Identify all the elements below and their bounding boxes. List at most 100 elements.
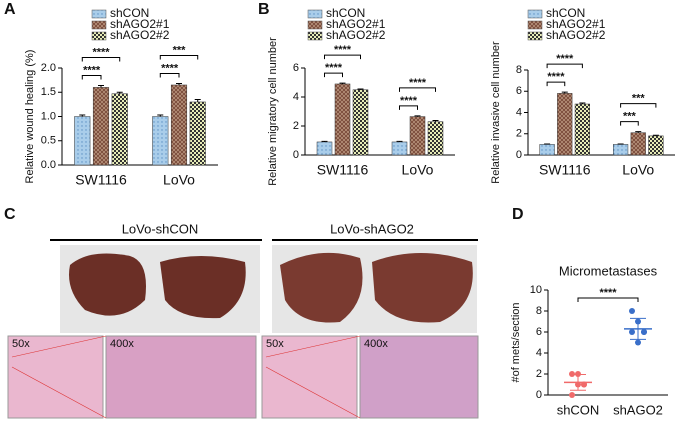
group-title: LoVo-shAGO2	[330, 221, 414, 236]
legend-swatch	[307, 20, 323, 30]
bar	[391, 141, 408, 156]
magnification: 50x	[12, 338, 30, 350]
legend-label: shAGO2#2	[326, 28, 386, 42]
legend-label: shAGO2#1	[326, 17, 386, 31]
legend-swatch	[307, 9, 323, 19]
legend-swatch	[91, 9, 107, 19]
error-bar	[396, 140, 403, 142]
bar	[334, 83, 351, 156]
bar	[111, 93, 128, 166]
bar	[170, 84, 188, 166]
point	[575, 371, 581, 377]
y-tick-label: 2	[516, 128, 522, 140]
sig-bracket	[546, 81, 566, 87]
legend-swatch	[91, 31, 107, 41]
point	[641, 329, 647, 335]
x-tick-label: shAGO2	[613, 402, 663, 417]
error-bar	[561, 91, 568, 94]
y-tick-label: 6	[536, 326, 542, 338]
bar	[539, 144, 555, 156]
bar	[557, 93, 573, 156]
y-tick-label: 0	[516, 149, 522, 161]
histology	[105, 335, 257, 419]
point	[635, 339, 641, 346]
x-tick-label: SW1116	[539, 162, 591, 178]
y-tick-label: 0	[536, 389, 542, 401]
point	[569, 371, 575, 377]
sig-bracket	[577, 297, 639, 302]
liver	[69, 253, 146, 316]
magnification: 400x	[110, 338, 134, 350]
sig-label: ****	[409, 77, 427, 89]
bar	[427, 121, 444, 156]
sig-label: ****	[83, 64, 101, 76]
histology	[261, 335, 358, 419]
sig-label: ****	[92, 46, 110, 58]
error-bar	[321, 140, 328, 142]
y-tick-label: 2	[536, 368, 542, 380]
sig-bracket	[81, 74, 102, 80]
error-bar	[79, 114, 86, 117]
error-bar	[194, 99, 201, 102]
y-tick-label: 1.0	[41, 110, 56, 122]
y-tick-label: 4	[293, 91, 299, 103]
error-bar	[579, 102, 586, 104]
bar	[152, 116, 169, 166]
group-title: LoVo-shCON	[122, 221, 199, 236]
legend-label: shCON	[546, 6, 585, 20]
y-tick-label: 6	[293, 62, 299, 74]
sig-label: ****	[400, 95, 418, 107]
bar	[316, 141, 333, 156]
y-tick-label: 8	[516, 64, 522, 76]
sig-label: ****	[325, 62, 343, 74]
point	[629, 308, 635, 314]
sig-bracket	[620, 103, 657, 108]
magnification: 50x	[266, 338, 284, 350]
legend-label: shAGO2#1	[110, 17, 170, 31]
x-tick-label: SW1116	[75, 172, 127, 188]
sig-bracket	[546, 63, 583, 69]
legend-swatch	[527, 20, 543, 30]
bar	[352, 89, 369, 156]
legend-swatch	[527, 31, 543, 41]
panel-label: A	[4, 1, 16, 18]
y-tick-label: 2.0	[41, 62, 56, 74]
point	[569, 392, 575, 398]
bar	[648, 135, 664, 156]
bar	[630, 132, 646, 156]
y-tick-label: 0.0	[41, 159, 56, 171]
y-tick-label: 2	[293, 120, 299, 132]
sig-label: ****	[161, 62, 179, 74]
legend-swatch	[307, 31, 323, 41]
legend-swatch	[91, 20, 107, 30]
y-tick-label: 8	[536, 305, 542, 317]
error-bar	[157, 114, 164, 117]
sig-bracket	[81, 56, 121, 62]
sig-bracket	[399, 87, 436, 92]
y-axis-label: #of mets/section	[510, 302, 522, 382]
x-tick-label: LoVo	[402, 162, 434, 178]
liver	[372, 253, 473, 323]
y-tick-label: 0.5	[41, 135, 56, 147]
y-tick-label: 10	[530, 284, 542, 296]
sig-label: ***	[173, 44, 187, 56]
y-axis-label: Relative wound healing (%)	[24, 50, 36, 184]
zoom-line	[11, 335, 361, 419]
panel-label: B	[258, 1, 270, 18]
legend-label: shCON	[110, 6, 149, 20]
legend-swatch	[527, 9, 543, 19]
y-tick-label: 4	[516, 106, 522, 118]
sig-bracket	[159, 73, 180, 78]
bar	[74, 116, 91, 166]
error-bar	[432, 119, 439, 122]
sig-bracket	[159, 55, 199, 60]
x-tick-label: LoVo	[163, 172, 195, 188]
error-bar	[176, 83, 182, 85]
error-bar	[98, 84, 104, 88]
liver	[160, 256, 246, 319]
sig-label: ****	[599, 287, 617, 299]
point	[629, 329, 635, 335]
sd-bar	[570, 374, 586, 391]
y-axis-label: Relative invasive cell number	[490, 41, 502, 184]
bar	[189, 101, 206, 166]
